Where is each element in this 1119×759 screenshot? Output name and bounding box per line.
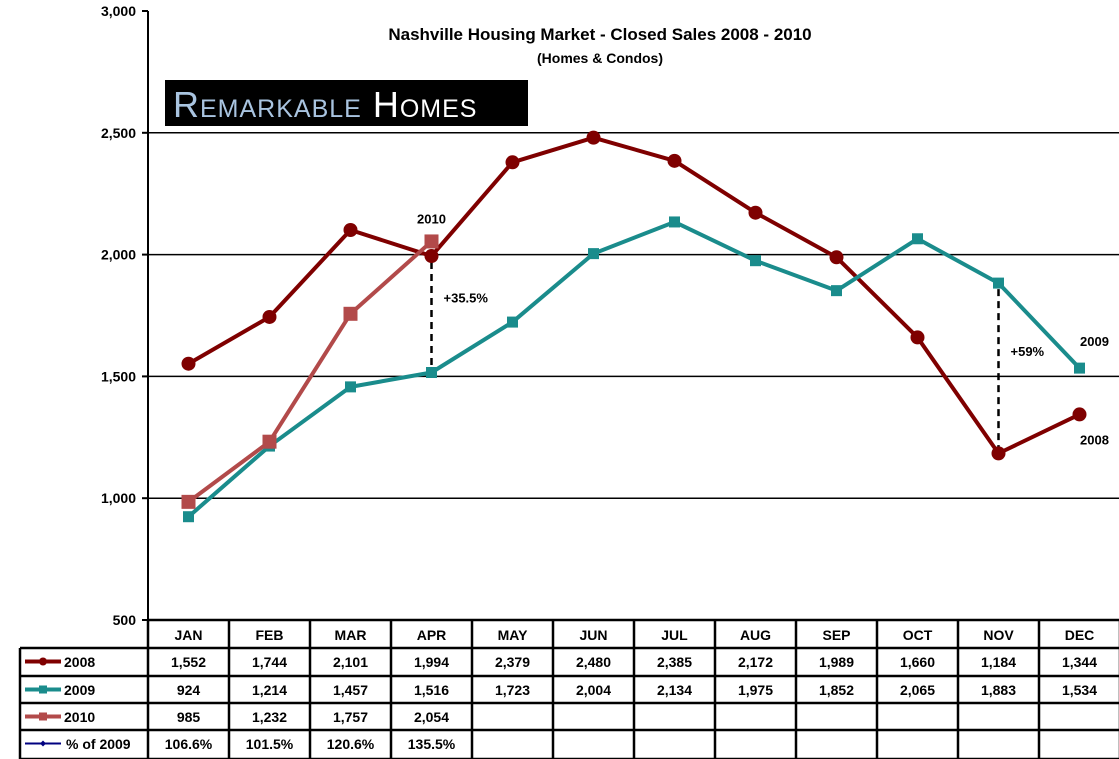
point-marker xyxy=(424,249,439,264)
table-cell: 2,134 xyxy=(657,682,692,698)
table-cell: 1,757 xyxy=(333,709,368,725)
chart-title: Nashville Housing Market - Closed Sales … xyxy=(388,25,811,44)
point-marker xyxy=(586,130,601,145)
point-marker xyxy=(345,381,356,393)
y-tick-label: 3,000 xyxy=(101,3,136,19)
point-marker xyxy=(829,250,844,265)
table-cell: 2,065 xyxy=(900,682,935,698)
y-tick-label: 2,500 xyxy=(101,125,136,141)
point-marker xyxy=(183,511,194,523)
table-cell: 1,994 xyxy=(414,654,449,670)
annotation-label: +35.5% xyxy=(444,290,489,305)
series-line-2010 xyxy=(187,239,433,504)
month-header-aug: AUG xyxy=(740,627,771,643)
point-marker xyxy=(667,153,682,168)
legend-label: 2009 xyxy=(64,682,95,698)
month-header-jul: JUL xyxy=(661,627,688,643)
point-marker xyxy=(991,446,1006,461)
point-marker xyxy=(588,248,599,260)
point-marker xyxy=(262,434,277,449)
point-marker xyxy=(424,234,439,249)
table-cell: 2,385 xyxy=(657,654,692,670)
point-marker xyxy=(39,685,47,694)
table-cell: 2,172 xyxy=(738,654,773,670)
point-marker xyxy=(669,216,680,228)
table-cell: 1,989 xyxy=(819,654,854,670)
month-header-may: MAY xyxy=(498,627,528,643)
y-tick-label: 1,000 xyxy=(101,490,136,506)
table-cell: 1,516 xyxy=(414,682,449,698)
month-header-jan: JAN xyxy=(174,627,202,643)
y-tick-label: 500 xyxy=(113,612,137,628)
legend-label: % of 2009 xyxy=(66,736,131,752)
month-header-sep: SEP xyxy=(822,627,850,643)
point-marker xyxy=(831,285,842,297)
table-cell: 985 xyxy=(177,709,201,725)
table-cell: 2,379 xyxy=(495,654,530,670)
legend-label: 2008 xyxy=(64,654,95,670)
table-cell: 1,457 xyxy=(333,682,368,698)
table-cell: 1,214 xyxy=(252,682,287,698)
y-tick-label: 2,000 xyxy=(101,247,136,263)
table-cell: 1,232 xyxy=(252,709,287,725)
table-cell: 101.5% xyxy=(246,736,294,752)
legend-label: 2010 xyxy=(64,709,95,725)
table-cell: 1,975 xyxy=(738,682,773,698)
point-marker xyxy=(993,277,1004,289)
annotation-label: 2010 xyxy=(417,211,446,226)
y-tick-label: 1,500 xyxy=(101,368,136,384)
table-cell: 1,744 xyxy=(252,654,287,670)
table-cell: 1,344 xyxy=(1062,654,1097,670)
table-cell: 2,480 xyxy=(576,654,611,670)
annotation-label: 2008 xyxy=(1080,432,1109,447)
annotation-label: +59% xyxy=(1011,344,1045,359)
table-cell: 2,101 xyxy=(333,654,368,670)
point-marker xyxy=(507,316,518,328)
table-cell: 1,723 xyxy=(495,682,530,698)
month-header-dec: DEC xyxy=(1065,627,1095,643)
month-header-feb: FEB xyxy=(256,627,284,643)
table-cell: 1,534 xyxy=(1062,682,1097,698)
month-header-apr: APR xyxy=(417,627,447,643)
logo-background xyxy=(165,80,528,126)
point-marker xyxy=(750,255,761,267)
table-cell: 1,883 xyxy=(981,682,1016,698)
table-cell: 135.5% xyxy=(408,736,456,752)
point-marker xyxy=(1072,407,1087,422)
table-cell: 924 xyxy=(177,682,201,698)
point-marker xyxy=(748,205,763,220)
logo-text: Remarkable Homes xyxy=(173,84,477,125)
point-marker xyxy=(343,306,358,321)
point-marker xyxy=(910,330,925,345)
month-header-oct: OCT xyxy=(903,627,933,643)
point-marker xyxy=(262,309,277,324)
table-cell: 106.6% xyxy=(165,736,213,752)
point-marker xyxy=(40,740,46,747)
point-marker xyxy=(39,712,47,721)
series-line-2008 xyxy=(187,135,1081,456)
chart-subtitle: (Homes & Condos) xyxy=(537,50,663,66)
table-cell: 120.6% xyxy=(327,736,375,752)
point-marker xyxy=(426,367,437,379)
annotation-label: 2009 xyxy=(1080,334,1109,349)
point-marker xyxy=(343,222,358,237)
point-marker xyxy=(912,233,923,245)
month-header-mar: MAR xyxy=(335,627,367,643)
table-cell: 2,054 xyxy=(414,709,449,725)
table-cell: 1,184 xyxy=(981,654,1016,670)
table-cell: 1,852 xyxy=(819,682,854,698)
series-line-2009 xyxy=(187,219,1081,519)
point-marker xyxy=(39,657,47,666)
point-marker xyxy=(181,494,196,509)
point-marker xyxy=(1074,362,1085,374)
month-header-jun: JUN xyxy=(579,627,607,643)
table-cell: 1,660 xyxy=(900,654,935,670)
table-cell: 1,552 xyxy=(171,654,206,670)
table-cell: 2,004 xyxy=(576,682,611,698)
point-marker xyxy=(505,155,520,170)
month-header-nov: NOV xyxy=(983,627,1014,643)
point-marker xyxy=(181,356,196,371)
